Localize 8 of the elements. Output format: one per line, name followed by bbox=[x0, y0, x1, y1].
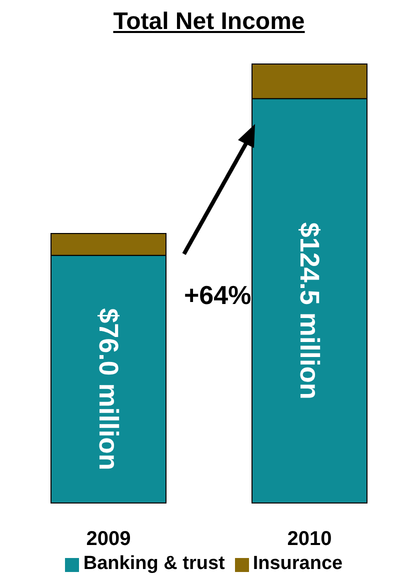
legend-label: Insurance bbox=[252, 553, 343, 574]
x-tick-label: 2010 bbox=[287, 528, 332, 550]
annotation: $124.5 million bbox=[294, 222, 324, 400]
annotation: $76.0 million bbox=[94, 308, 124, 470]
x-tick-label: 2009 bbox=[86, 528, 131, 550]
legend-label: Banking & trust bbox=[83, 553, 225, 574]
chart-title: Total Net Income bbox=[112, 8, 306, 37]
annotation: +64% bbox=[184, 280, 252, 311]
